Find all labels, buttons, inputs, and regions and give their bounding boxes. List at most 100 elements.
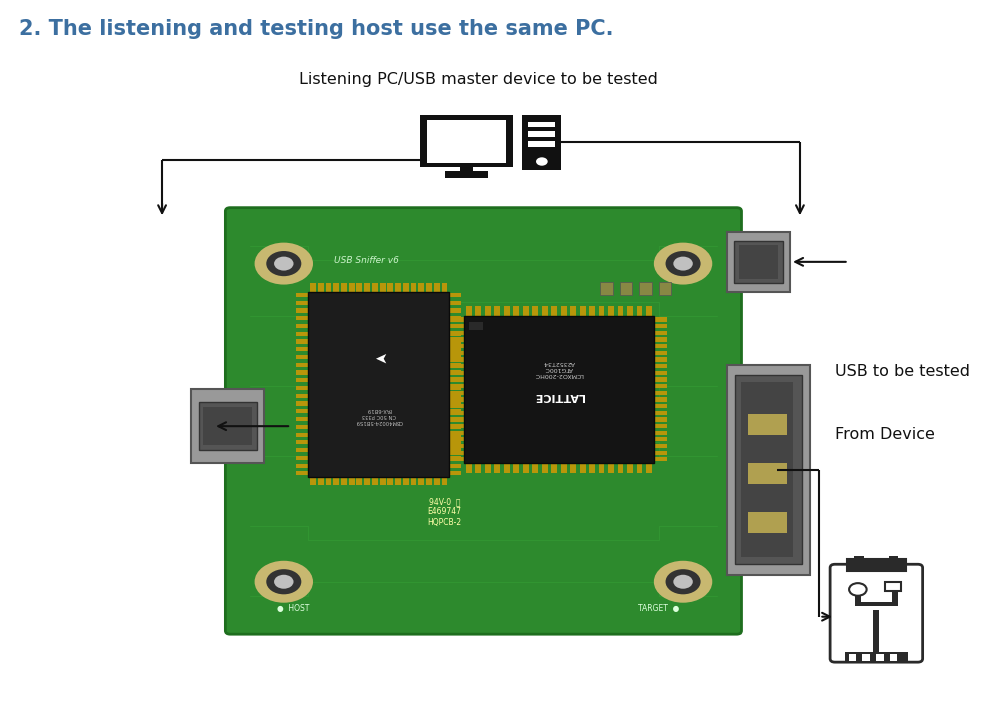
FancyBboxPatch shape [654, 411, 667, 415]
FancyBboxPatch shape [830, 564, 923, 662]
Text: C8M40024-5B1S9
CN 50C P333
FAX-6B19: C8M40024-5B1S9 CN 50C P333 FAX-6B19 [355, 407, 402, 424]
FancyBboxPatch shape [356, 283, 362, 291]
FancyBboxPatch shape [646, 306, 652, 316]
FancyBboxPatch shape [296, 432, 308, 437]
FancyBboxPatch shape [356, 477, 362, 485]
FancyBboxPatch shape [296, 363, 308, 367]
FancyBboxPatch shape [449, 378, 461, 383]
FancyBboxPatch shape [318, 283, 324, 291]
FancyBboxPatch shape [890, 654, 897, 661]
FancyBboxPatch shape [449, 432, 461, 437]
FancyBboxPatch shape [449, 371, 461, 375]
FancyBboxPatch shape [450, 384, 464, 388]
FancyBboxPatch shape [735, 376, 802, 564]
FancyBboxPatch shape [403, 477, 409, 485]
FancyBboxPatch shape [450, 451, 464, 455]
FancyBboxPatch shape [542, 306, 548, 316]
FancyBboxPatch shape [727, 365, 810, 575]
Circle shape [666, 569, 701, 595]
FancyBboxPatch shape [608, 306, 614, 316]
FancyBboxPatch shape [349, 283, 355, 291]
FancyBboxPatch shape [296, 402, 308, 406]
FancyBboxPatch shape [627, 463, 633, 472]
FancyBboxPatch shape [654, 324, 667, 329]
FancyBboxPatch shape [450, 391, 464, 395]
FancyBboxPatch shape [450, 344, 464, 348]
FancyBboxPatch shape [449, 448, 461, 452]
FancyBboxPatch shape [296, 371, 308, 375]
Text: Listening PC/USB master device to be tested: Listening PC/USB master device to be tes… [299, 72, 658, 87]
FancyBboxPatch shape [191, 390, 264, 463]
FancyBboxPatch shape [450, 324, 464, 329]
FancyBboxPatch shape [654, 397, 667, 402]
FancyBboxPatch shape [654, 317, 667, 322]
FancyBboxPatch shape [296, 324, 308, 328]
FancyBboxPatch shape [296, 340, 308, 344]
FancyBboxPatch shape [876, 654, 884, 661]
FancyBboxPatch shape [528, 141, 555, 147]
Circle shape [274, 575, 294, 589]
FancyBboxPatch shape [449, 456, 461, 460]
FancyBboxPatch shape [308, 291, 449, 477]
FancyBboxPatch shape [326, 477, 331, 485]
FancyBboxPatch shape [528, 121, 555, 127]
FancyBboxPatch shape [862, 654, 870, 661]
FancyBboxPatch shape [450, 357, 464, 362]
FancyBboxPatch shape [449, 417, 461, 421]
FancyBboxPatch shape [561, 306, 567, 316]
FancyBboxPatch shape [637, 463, 642, 472]
FancyBboxPatch shape [442, 477, 447, 485]
FancyBboxPatch shape [618, 306, 623, 316]
FancyBboxPatch shape [450, 417, 464, 421]
FancyBboxPatch shape [296, 409, 308, 413]
FancyBboxPatch shape [504, 463, 510, 472]
FancyBboxPatch shape [855, 602, 898, 607]
FancyBboxPatch shape [236, 216, 742, 635]
FancyBboxPatch shape [449, 402, 461, 406]
FancyBboxPatch shape [449, 308, 461, 312]
Circle shape [255, 243, 313, 284]
FancyBboxPatch shape [426, 283, 432, 291]
FancyBboxPatch shape [450, 424, 464, 428]
FancyBboxPatch shape [296, 378, 308, 383]
FancyBboxPatch shape [387, 477, 393, 485]
FancyBboxPatch shape [372, 283, 378, 291]
FancyBboxPatch shape [618, 463, 623, 472]
FancyBboxPatch shape [855, 592, 861, 607]
FancyBboxPatch shape [654, 451, 667, 455]
FancyBboxPatch shape [528, 131, 555, 137]
FancyBboxPatch shape [426, 477, 432, 485]
FancyBboxPatch shape [450, 457, 464, 461]
FancyBboxPatch shape [654, 457, 667, 461]
FancyBboxPatch shape [450, 437, 464, 442]
FancyBboxPatch shape [580, 463, 586, 472]
FancyBboxPatch shape [892, 589, 898, 607]
FancyBboxPatch shape [627, 306, 633, 316]
FancyBboxPatch shape [748, 512, 787, 533]
FancyBboxPatch shape [849, 654, 856, 661]
FancyBboxPatch shape [659, 282, 671, 295]
FancyBboxPatch shape [654, 351, 667, 355]
FancyBboxPatch shape [637, 306, 642, 316]
FancyBboxPatch shape [513, 306, 519, 316]
FancyBboxPatch shape [449, 332, 461, 336]
FancyBboxPatch shape [847, 559, 906, 571]
FancyBboxPatch shape [654, 371, 667, 375]
FancyBboxPatch shape [310, 283, 316, 291]
FancyBboxPatch shape [494, 463, 500, 472]
FancyBboxPatch shape [450, 378, 464, 382]
FancyBboxPatch shape [450, 331, 464, 335]
FancyBboxPatch shape [199, 402, 257, 450]
FancyBboxPatch shape [341, 283, 347, 291]
FancyBboxPatch shape [296, 332, 308, 336]
FancyBboxPatch shape [748, 463, 787, 484]
FancyBboxPatch shape [341, 477, 347, 485]
FancyBboxPatch shape [442, 283, 447, 291]
FancyBboxPatch shape [600, 282, 613, 295]
FancyBboxPatch shape [654, 391, 667, 395]
FancyBboxPatch shape [296, 471, 308, 475]
FancyBboxPatch shape [654, 364, 667, 369]
FancyBboxPatch shape [372, 477, 378, 485]
FancyBboxPatch shape [449, 440, 461, 444]
FancyBboxPatch shape [380, 283, 386, 291]
